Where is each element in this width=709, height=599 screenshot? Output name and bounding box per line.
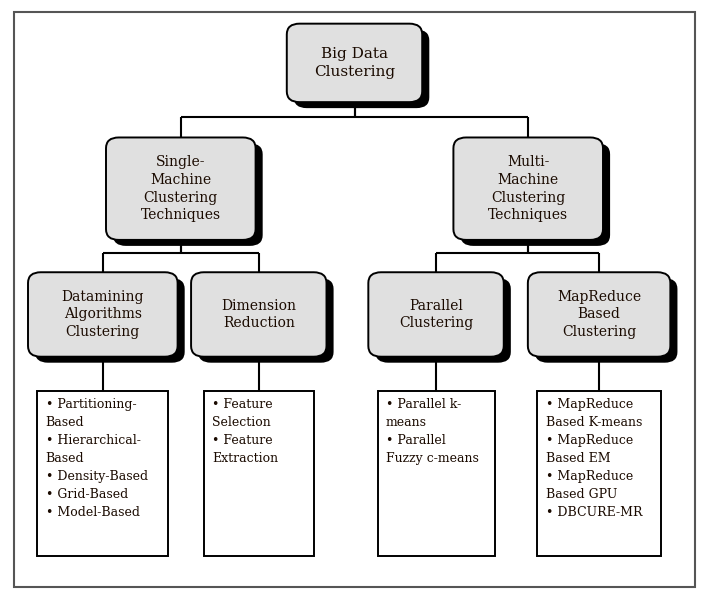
FancyBboxPatch shape — [461, 143, 610, 246]
FancyBboxPatch shape — [35, 278, 184, 363]
FancyBboxPatch shape — [113, 143, 262, 246]
Text: • Parallel k-
means
• Parallel
Fuzzy c-means: • Parallel k- means • Parallel Fuzzy c-m… — [386, 398, 479, 465]
FancyBboxPatch shape — [198, 278, 333, 363]
FancyBboxPatch shape — [527, 272, 671, 357]
Text: • Partitioning-
Based
• Hierarchical-
Based
• Density-Based
• Grid-Based
• Model: • Partitioning- Based • Hierarchical- Ba… — [45, 398, 148, 519]
Text: Multi-
Machine
Clustering
Techniques: Multi- Machine Clustering Techniques — [488, 155, 569, 222]
FancyBboxPatch shape — [191, 272, 326, 357]
Text: Datamining
Algorithms
Clustering: Datamining Algorithms Clustering — [62, 290, 144, 339]
FancyBboxPatch shape — [369, 272, 503, 357]
FancyBboxPatch shape — [376, 278, 510, 363]
Bar — [537, 391, 661, 556]
Text: Dimension
Reduction: Dimension Reduction — [221, 298, 296, 331]
Text: • Feature
Selection
• Feature
Extraction: • Feature Selection • Feature Extraction — [213, 398, 279, 465]
Text: MapReduce
Based
Clustering: MapReduce Based Clustering — [557, 290, 641, 339]
FancyBboxPatch shape — [286, 23, 422, 102]
FancyBboxPatch shape — [106, 137, 256, 240]
Bar — [37, 391, 169, 556]
FancyBboxPatch shape — [294, 29, 429, 108]
FancyBboxPatch shape — [28, 272, 177, 357]
Text: Single-
Machine
Clustering
Techniques: Single- Machine Clustering Techniques — [140, 155, 221, 222]
Text: Parallel
Clustering: Parallel Clustering — [399, 298, 473, 331]
Text: • MapReduce
Based K-means
• MapReduce
Based EM
• MapReduce
Based GPU
• DBCURE-MR: • MapReduce Based K-means • MapReduce Ba… — [545, 398, 642, 519]
Text: Big Data
Clustering: Big Data Clustering — [314, 47, 395, 79]
Bar — [204, 391, 313, 556]
Bar — [377, 391, 494, 556]
FancyBboxPatch shape — [454, 137, 603, 240]
FancyBboxPatch shape — [535, 278, 678, 363]
